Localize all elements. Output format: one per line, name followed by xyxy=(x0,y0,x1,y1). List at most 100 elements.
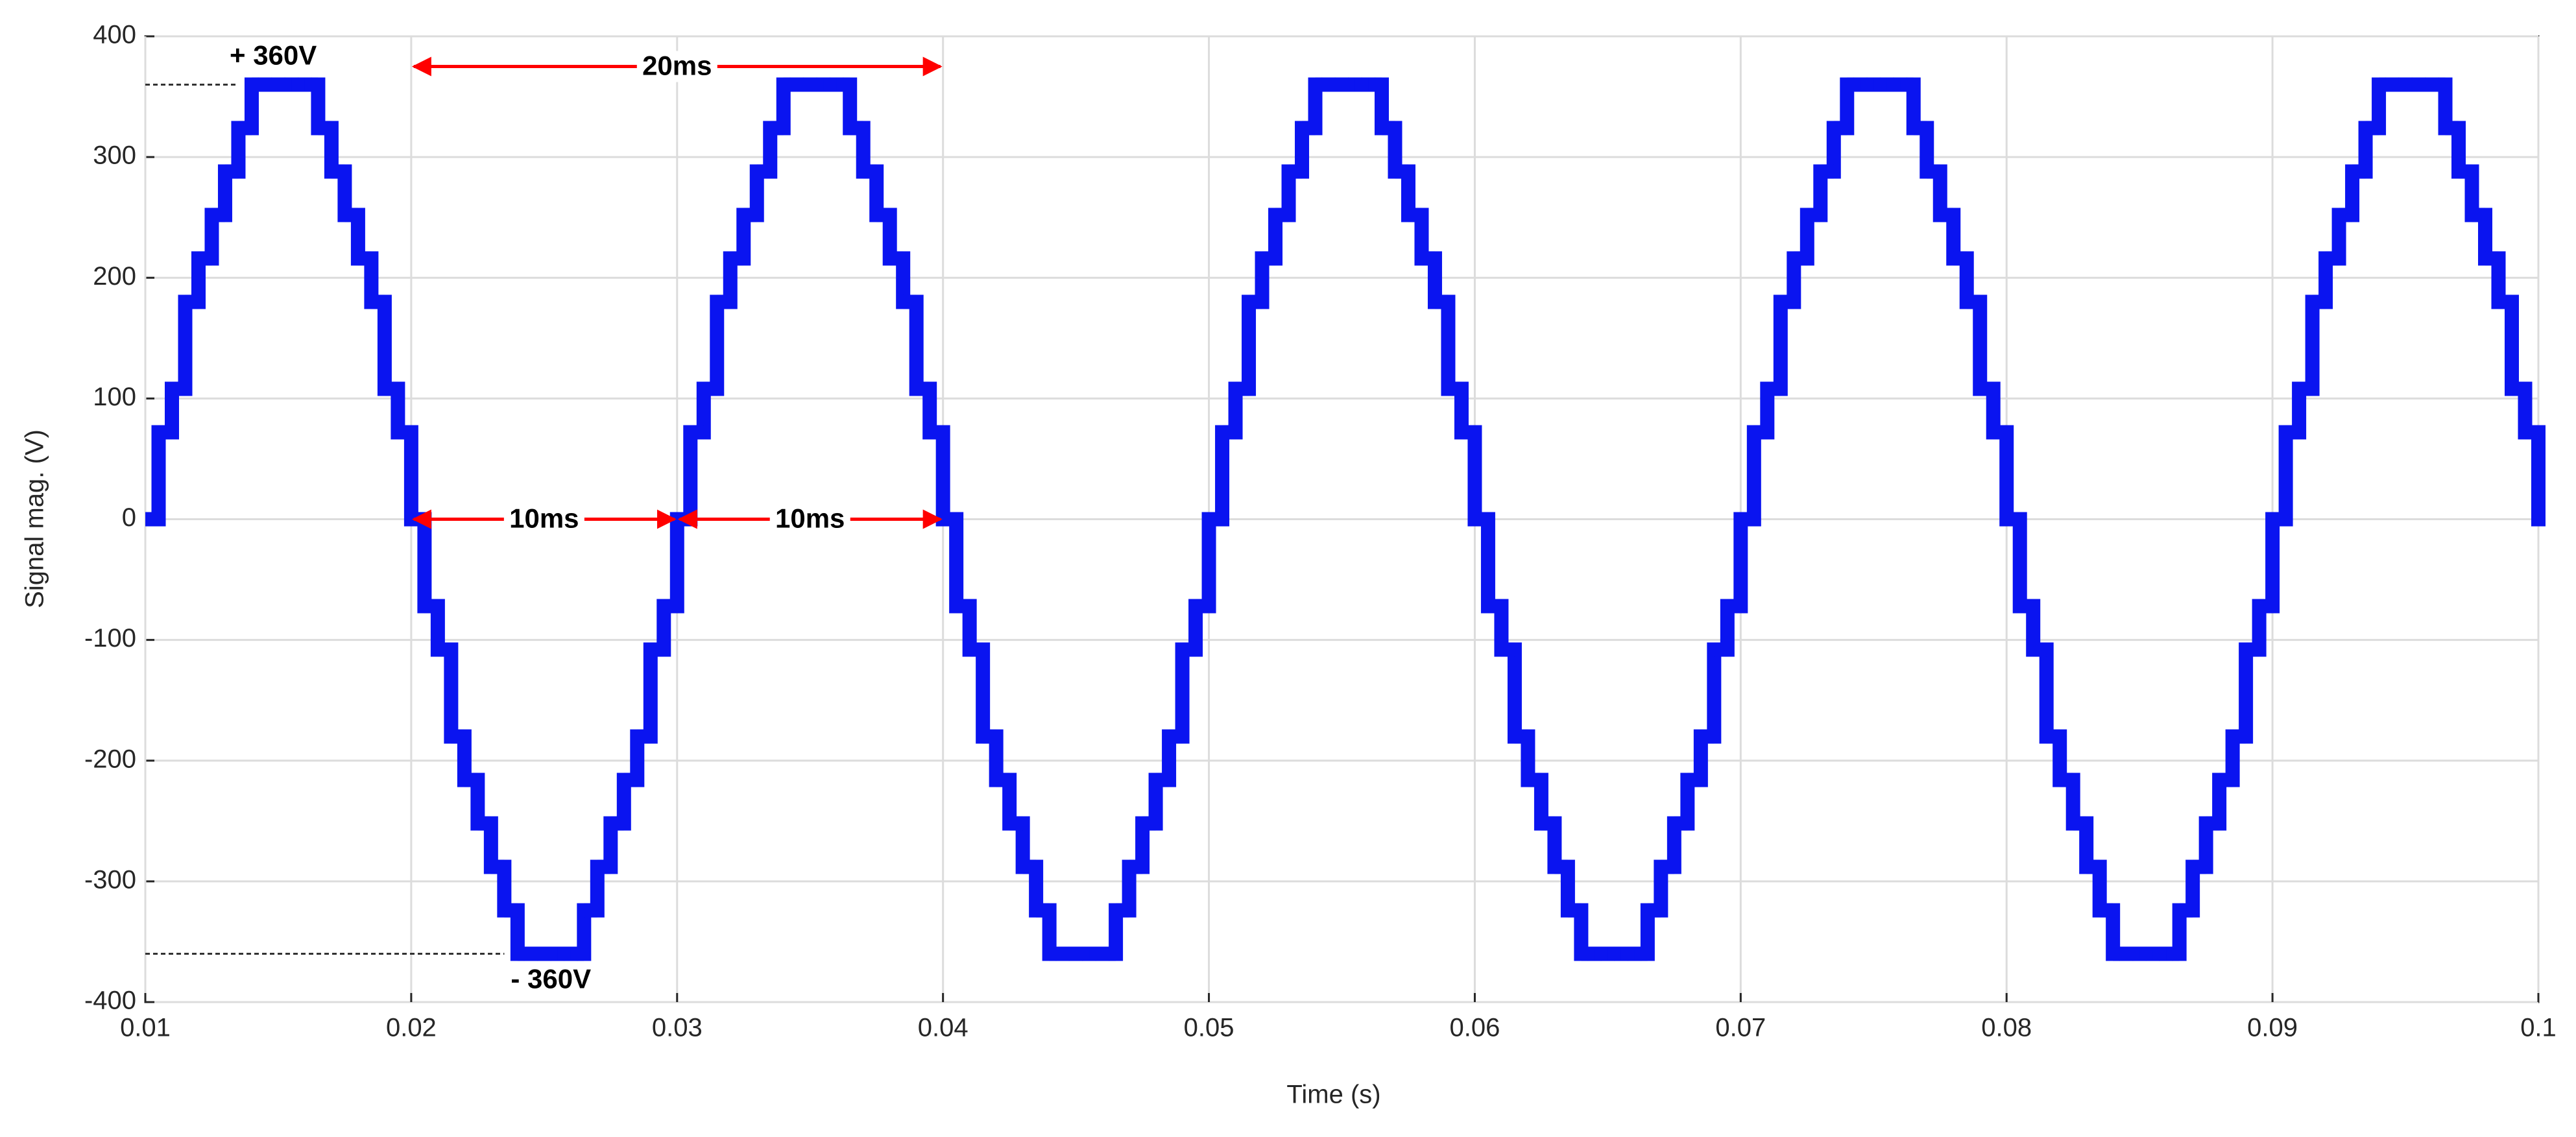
step xyxy=(1900,77,1914,92)
step xyxy=(1249,294,1262,309)
step xyxy=(1740,512,1754,527)
step xyxy=(238,121,252,136)
step-riser xyxy=(1308,77,1323,136)
step-riser xyxy=(2358,121,2373,179)
step xyxy=(2033,642,2047,657)
step-riser xyxy=(2265,512,2280,614)
step-riser xyxy=(2318,251,2333,309)
step-riser xyxy=(2438,77,2453,136)
step xyxy=(1528,772,1541,787)
x-tick-label: 0.05 xyxy=(1184,1014,1234,1042)
step-riser xyxy=(1281,164,1296,222)
step xyxy=(2219,772,2233,787)
step xyxy=(2179,903,2193,918)
step-riser xyxy=(1135,816,1150,874)
step xyxy=(557,946,571,961)
step-riser xyxy=(1494,599,1509,657)
step-riser xyxy=(1480,512,1495,614)
step xyxy=(2432,77,2446,92)
step-riser xyxy=(1401,164,1415,222)
step xyxy=(2152,946,2167,961)
step-riser xyxy=(1029,859,1044,918)
step xyxy=(2339,208,2353,222)
step-riser xyxy=(669,512,684,614)
step xyxy=(2326,251,2339,266)
step-riser xyxy=(1162,729,1177,787)
step xyxy=(384,381,398,396)
step-riser xyxy=(417,512,432,614)
step-riser xyxy=(2464,164,2479,222)
step-riser xyxy=(204,208,219,266)
step xyxy=(2099,903,2113,918)
step xyxy=(490,859,505,874)
step-riser xyxy=(1255,251,1270,309)
step xyxy=(650,642,664,657)
y-tick-label: -300 xyxy=(84,865,136,894)
step-riser xyxy=(696,381,711,440)
step xyxy=(1049,946,1063,961)
step-riser xyxy=(1215,425,1230,527)
step-riser xyxy=(2092,859,2107,918)
step xyxy=(584,903,597,918)
step-riser xyxy=(935,425,950,527)
step xyxy=(1475,512,1488,527)
level-label: - 360V xyxy=(511,964,591,994)
step-riser xyxy=(2026,599,2041,657)
step-riser xyxy=(1640,903,1655,961)
step xyxy=(1169,729,1183,744)
step xyxy=(717,294,730,309)
step xyxy=(2352,164,2366,179)
step-riser xyxy=(2505,294,2520,396)
step xyxy=(2073,816,2087,831)
x-tick-label: 0.06 xyxy=(1450,1014,1500,1042)
step xyxy=(1714,642,1727,657)
step xyxy=(1927,164,1940,179)
step xyxy=(2086,859,2100,874)
step-riser xyxy=(1534,772,1548,831)
step xyxy=(517,946,531,961)
step xyxy=(823,77,837,92)
step-riser xyxy=(1973,294,1988,396)
step-riser xyxy=(2039,642,2054,744)
step xyxy=(2259,599,2273,614)
step xyxy=(983,729,996,744)
step-riser xyxy=(1547,816,1562,874)
step-riser xyxy=(2052,729,2067,787)
step-riser xyxy=(470,772,485,831)
step xyxy=(1886,77,1901,92)
step xyxy=(1860,77,1874,92)
step xyxy=(1235,381,1249,396)
step xyxy=(185,294,199,309)
step xyxy=(903,294,917,309)
step-riser xyxy=(1826,121,1841,179)
step xyxy=(211,208,225,222)
step-riser xyxy=(2345,164,2360,222)
step-riser xyxy=(1042,903,1057,961)
step xyxy=(756,164,771,179)
level-label: + 360V xyxy=(230,40,317,71)
step-riser xyxy=(1680,772,1695,831)
step xyxy=(2299,381,2313,396)
step-riser xyxy=(324,121,339,179)
step xyxy=(2525,425,2538,440)
step xyxy=(1368,77,1382,92)
step-riser xyxy=(2079,816,2094,874)
step xyxy=(1222,425,1236,440)
step-riser xyxy=(1454,381,1469,440)
step-riser xyxy=(2372,77,2387,136)
step xyxy=(1833,121,1848,136)
step xyxy=(1514,729,1528,744)
step-riser xyxy=(656,599,671,657)
step xyxy=(1155,772,1170,787)
step xyxy=(1674,816,1688,831)
step xyxy=(2060,772,2073,787)
step xyxy=(2405,77,2419,92)
step xyxy=(930,425,943,440)
step-riser xyxy=(1268,208,1283,266)
step xyxy=(863,164,877,179)
step xyxy=(1620,946,1635,961)
step xyxy=(344,208,358,222)
step xyxy=(2538,512,2541,527)
step xyxy=(637,729,651,744)
step xyxy=(770,121,784,136)
